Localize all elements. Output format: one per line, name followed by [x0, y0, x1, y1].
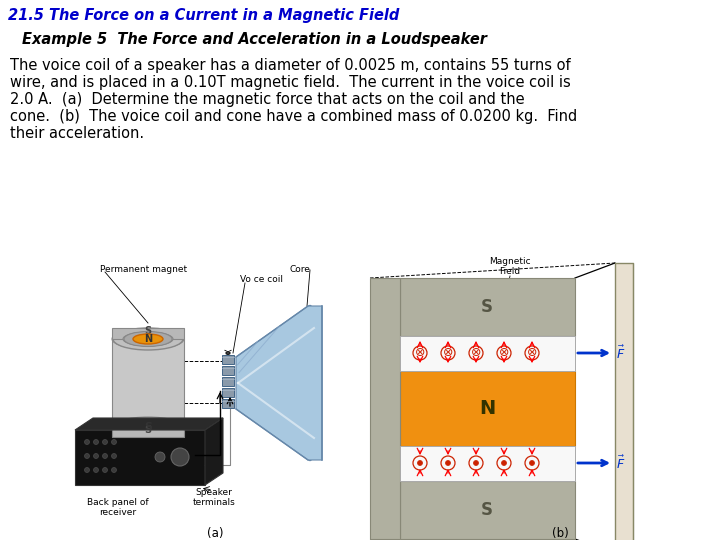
Text: (a): (a) [207, 527, 223, 540]
Bar [222, 366, 234, 375]
Circle shape [84, 468, 89, 472]
Ellipse shape [301, 306, 319, 461]
Circle shape [102, 468, 107, 472]
Ellipse shape [112, 417, 184, 437]
Circle shape [112, 468, 117, 472]
Bar [75, 430, 205, 485]
Text: S: S [145, 326, 152, 336]
Circle shape [94, 468, 99, 472]
Text: ⊗: ⊗ [499, 347, 509, 360]
Bar [400, 371, 575, 446]
Circle shape [171, 448, 189, 466]
Ellipse shape [112, 329, 184, 349]
Text: S: S [481, 501, 493, 519]
Text: N: N [144, 334, 152, 344]
Bar [112, 339, 184, 427]
Text: ⊗: ⊗ [471, 347, 481, 360]
Circle shape [155, 452, 165, 462]
Polygon shape [236, 306, 322, 460]
Circle shape [497, 346, 511, 360]
Circle shape [112, 454, 117, 458]
Bar [400, 446, 575, 481]
Circle shape [525, 456, 539, 470]
Text: their acceleration.: their acceleration. [10, 126, 144, 141]
Text: Speaker
terminals: Speaker terminals [193, 488, 235, 508]
Bar [222, 388, 234, 397]
Circle shape [102, 454, 107, 458]
Bar [222, 399, 234, 408]
Circle shape [441, 456, 455, 470]
Circle shape [441, 346, 455, 360]
Circle shape [446, 461, 451, 465]
Bar [400, 481, 575, 539]
Text: S: S [481, 298, 493, 316]
Bar [400, 278, 575, 336]
Ellipse shape [123, 332, 173, 346]
Ellipse shape [134, 335, 162, 343]
Bar [400, 336, 575, 371]
Circle shape [497, 456, 511, 470]
Ellipse shape [133, 334, 163, 344]
Circle shape [102, 440, 107, 444]
Text: N: N [479, 399, 495, 417]
Text: Vo ce coil: Vo ce coil [240, 275, 283, 284]
Text: $\vec{F}$: $\vec{F}$ [616, 454, 626, 471]
Text: The voice coil of a speaker has a diameter of 0.0025 m, contains 55 turns of: The voice coil of a speaker has a diamet… [10, 58, 571, 73]
Text: Permanent magnet: Permanent magnet [100, 265, 187, 274]
Text: 2.0 A.  (a)  Determine the magnetic force that acts on the coil and the: 2.0 A. (a) Determine the magnetic force … [10, 92, 525, 107]
Circle shape [418, 461, 423, 465]
Text: Example 5  The Force and Acceleration in a Loudspeaker: Example 5 The Force and Acceleration in … [22, 32, 487, 47]
Ellipse shape [113, 328, 183, 350]
Bar [222, 355, 234, 364]
Ellipse shape [124, 332, 172, 347]
Polygon shape [205, 418, 223, 485]
Polygon shape [75, 418, 223, 430]
Text: $\vec{F}$: $\vec{F}$ [616, 345, 626, 362]
Circle shape [413, 456, 427, 470]
Text: ⊗: ⊗ [443, 347, 454, 360]
Text: S: S [144, 334, 152, 344]
Bar [222, 377, 234, 386]
Text: Magnetic: Magnetic [489, 257, 531, 266]
Circle shape [84, 454, 89, 458]
Circle shape [525, 346, 539, 360]
Bar [615, 263, 633, 540]
Text: Core: Core [289, 265, 310, 274]
Circle shape [413, 346, 427, 360]
Circle shape [84, 440, 89, 444]
Text: (b): (b) [552, 527, 568, 540]
Text: wire, and is placed in a 0.10T magnetic field.  The current in the voice coil is: wire, and is placed in a 0.10T magnetic … [10, 75, 571, 90]
Text: Field: Field [500, 267, 521, 276]
Circle shape [94, 454, 99, 458]
Text: cone.  (b)  The voice coil and cone have a combined mass of 0.0200 kg.  Find: cone. (b) The voice coil and cone have a… [10, 109, 577, 124]
Circle shape [502, 461, 506, 465]
Circle shape [474, 461, 479, 465]
Text: Back panel of
receiver: Back panel of receiver [87, 498, 149, 517]
Circle shape [112, 440, 117, 444]
Circle shape [94, 440, 99, 444]
Bar [112, 328, 184, 339]
Text: S: S [145, 425, 152, 435]
Circle shape [469, 346, 483, 360]
Text: ⊗: ⊗ [527, 347, 537, 360]
Circle shape [469, 456, 483, 470]
Bar [370, 278, 400, 539]
Text: S: S [144, 422, 152, 432]
Text: 21.5 The Force on a Current in a Magnetic Field: 21.5 The Force on a Current in a Magneti… [8, 8, 400, 23]
Text: ⊗: ⊗ [415, 347, 426, 360]
Circle shape [529, 461, 534, 465]
Bar [112, 423, 184, 437]
